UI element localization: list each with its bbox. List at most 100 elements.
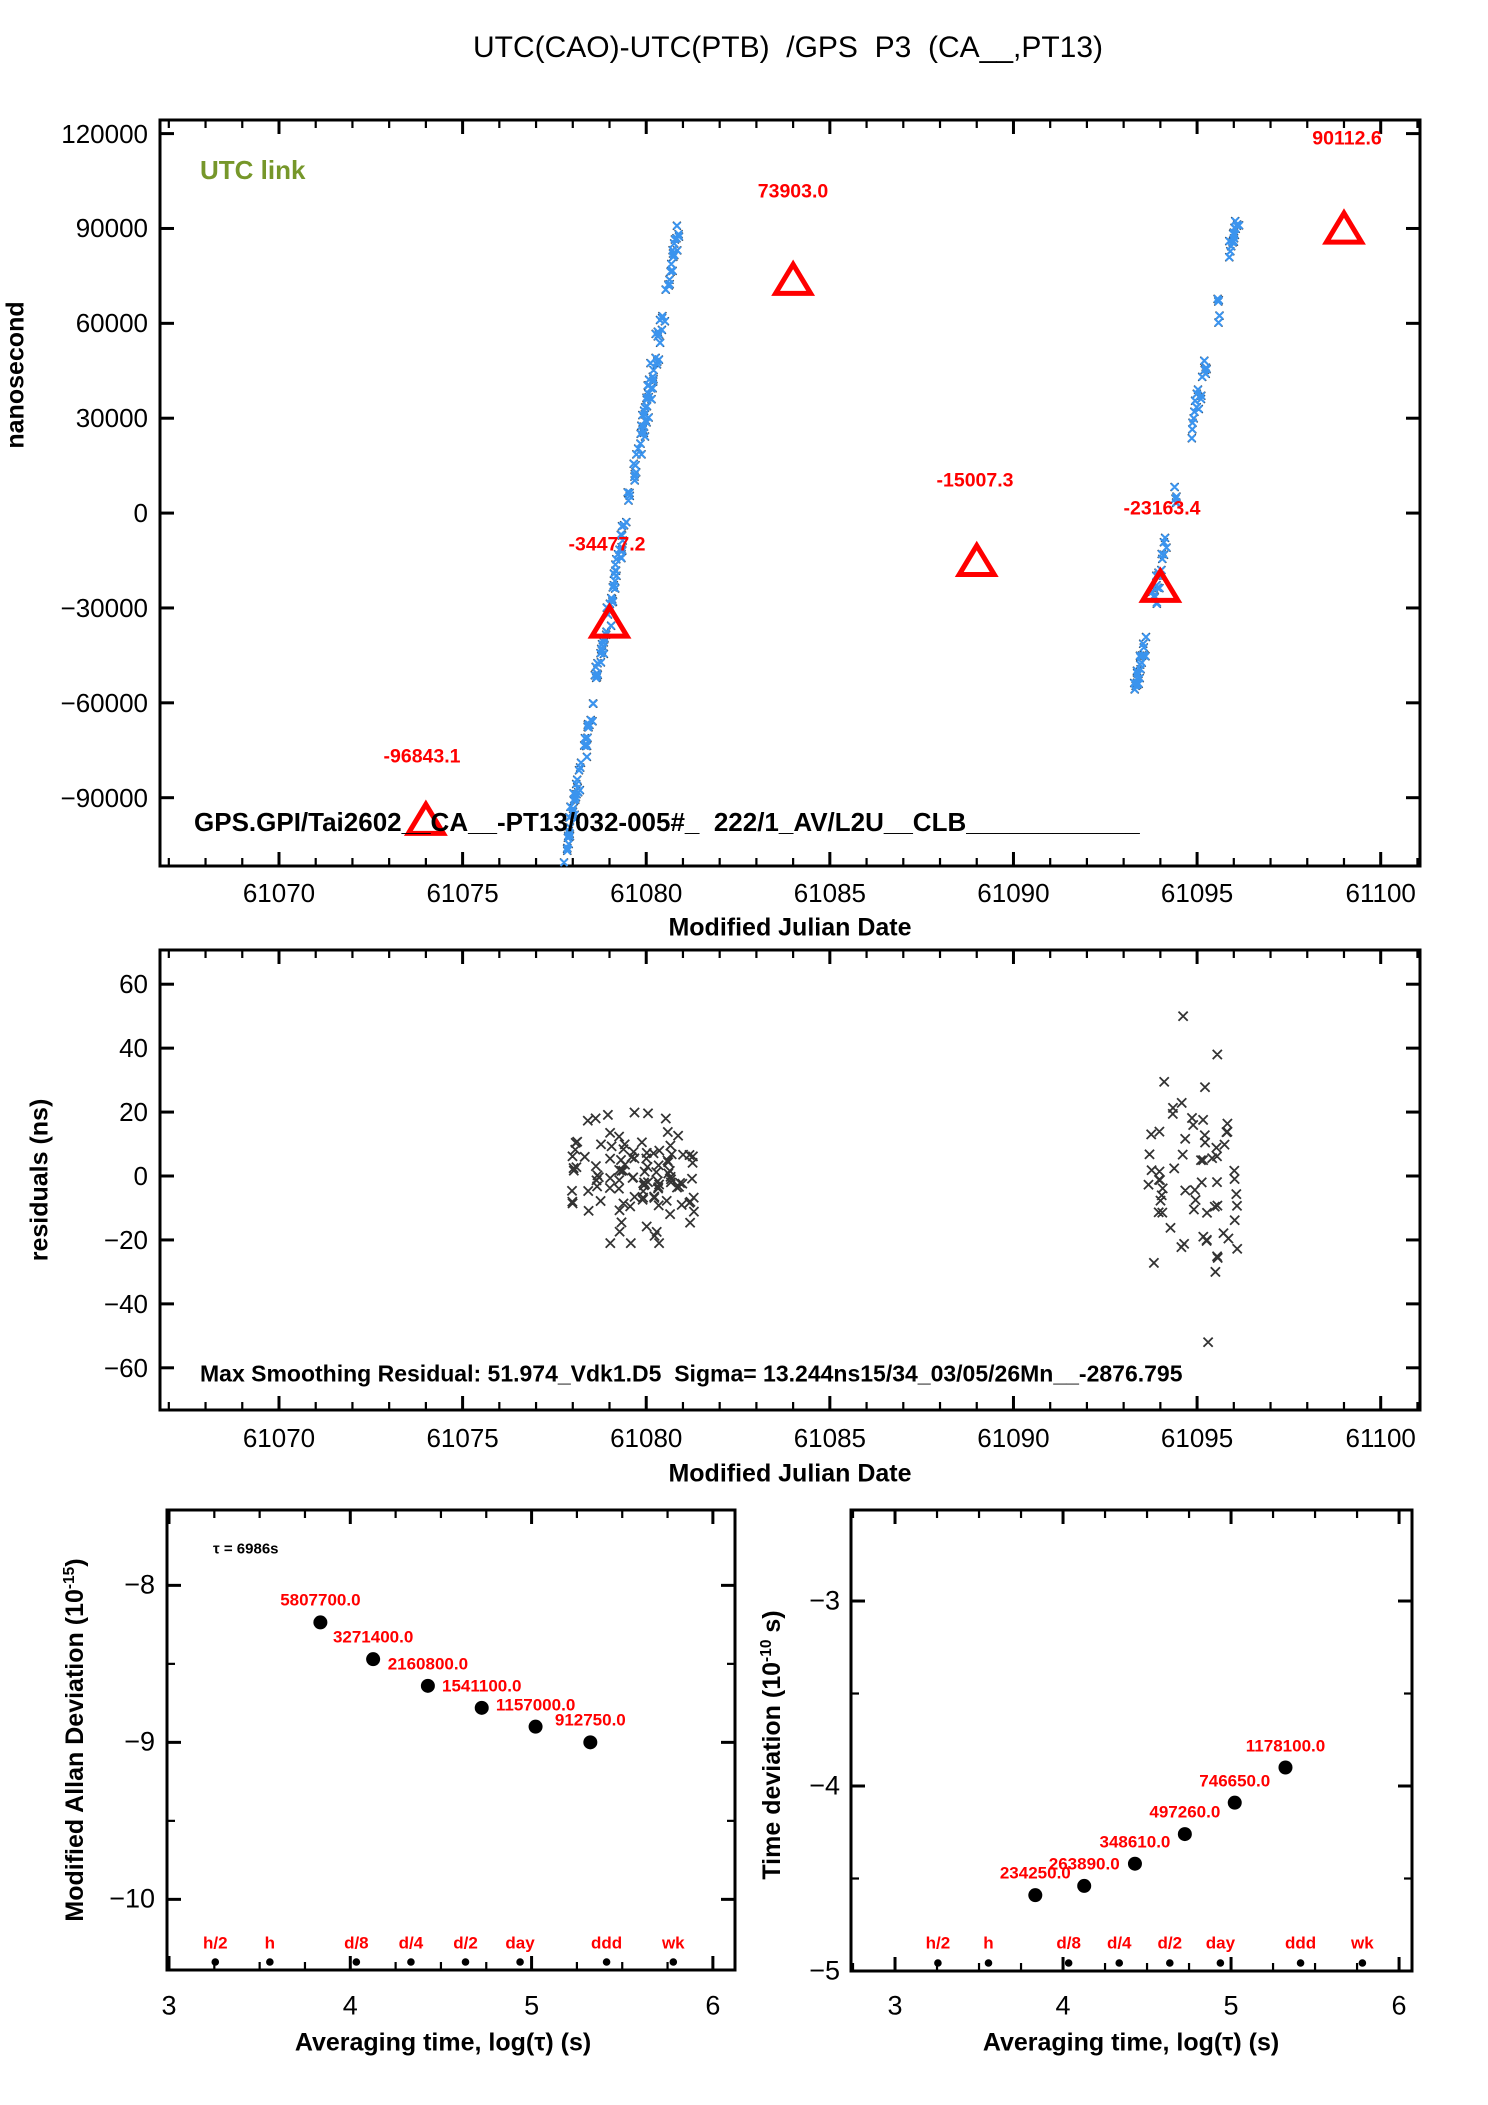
tdev-panel-dot-value-0: 234250.0 — [999, 1863, 1071, 1883]
tdev-panel-dot-value-3: 497260.0 — [1149, 1802, 1221, 1822]
utc-point-triangle-4 — [1138, 566, 1183, 603]
x-tick-label-mdev-panel: 6 — [705, 1990, 721, 2021]
mdev-label-prefix: Modified Allan Deviation (10 — [61, 1589, 90, 1922]
x-tick-label-residuals-panel: 61095 — [1160, 1423, 1234, 1453]
mdev-panel-tau-label-ddd: ddd — [591, 1933, 623, 1953]
x-tick-label-utc-difference-panel: 61080 — [610, 878, 683, 908]
mdev-panel-tau-dot-5 — [516, 1958, 524, 1966]
mdev-panel-dot-value-4: 1157000.0 — [495, 1695, 576, 1715]
mdev-label-suffix: ) — [61, 1558, 90, 1567]
mdev-panel-tau-dot-3 — [407, 1958, 415, 1966]
x-tick-label-mdev-panel: 5 — [524, 1990, 540, 2021]
x-tick-label-residuals-panel: 61075 — [426, 1423, 499, 1453]
x-tick-label-tdev-panel: 4 — [1055, 1990, 1071, 2021]
tdev-panel-tau-label-d/2: d/2 — [1157, 1933, 1183, 1953]
panel-mdev-panel-frame — [165, 1508, 737, 1972]
gps-common-view-track-1 — [559, 221, 684, 867]
y-tick-label-tdev-panel: −5 — [809, 1955, 840, 1986]
page-title: UTC(CAO)-UTC(PTB) /GPS P3 (CA__,PT13) — [472, 31, 1104, 64]
tdev-panel-dot-3 — [1177, 1827, 1192, 1842]
tdev-panel-dot-value-4: 746650.0 — [1199, 1771, 1271, 1791]
tdev-panel-tau-label-h: h — [983, 1933, 994, 1953]
utc-point-value-2: 73903.0 — [757, 180, 829, 203]
mdev-panel-dot-value-5: 912750.0 — [554, 1710, 626, 1730]
x-tick-label-mdev-panel: 3 — [161, 1990, 177, 2021]
mdev-panel-tau-dot-0 — [211, 1958, 220, 1966]
mdev-panel-dot-2 — [420, 1678, 435, 1693]
y-tick-label-mdev-panel: −9 — [124, 1726, 155, 1757]
x-tick-label-mdev-panel: 4 — [342, 1990, 358, 2021]
utc-point-triangle-3 — [954, 540, 999, 578]
tdev-label-exponent: -10 — [757, 1639, 775, 1662]
utc-point-triangle-2 — [771, 259, 816, 296]
panel-tdev-panel-frame — [849, 1508, 1414, 1973]
mdev-panel-dot-1 — [366, 1652, 381, 1667]
mdev-panel-tau-dot-1 — [266, 1958, 274, 1966]
x-tick-label-tdev-panel: 3 — [887, 1990, 903, 2021]
y-axis-title-nanosecond: nanosecond — [1, 301, 30, 449]
tdev-panel-dot-4 — [1227, 1795, 1242, 1810]
tdev-panel-dot-2 — [1127, 1856, 1142, 1871]
tdev-panel-tau-dot-5 — [1216, 1959, 1225, 1967]
x-tick-label-utc-difference-panel: 61100 — [1345, 878, 1416, 908]
x-axis-title-mjd-middle: Modified Julian Date — [668, 1459, 912, 1488]
utc-point-triangle-5 — [1322, 208, 1366, 245]
mdev-panel-dot-5 — [583, 1735, 598, 1750]
utc-point-triangle-1 — [587, 602, 632, 639]
mdev-panel-dot-value-2: 2160800.0 — [387, 1654, 469, 1674]
tdev-panel-tau-dot-1 — [984, 1959, 993, 1967]
y-tick-label-residuals-panel: −20 — [103, 1224, 148, 1255]
mdev-panel-tau-label-d/4: d/4 — [398, 1933, 424, 1953]
x-tick-label-tdev-panel: 6 — [1391, 1990, 1407, 2021]
residual-cluster-1 — [566, 1107, 700, 1249]
residual-cluster-2 — [1143, 1010, 1243, 1348]
x-tick-label-utc-difference-panel: 61085 — [793, 878, 866, 908]
tdev-panel-dot-5 — [1278, 1760, 1293, 1775]
tdev-panel-tau-label-h/2: h/2 — [925, 1933, 951, 1953]
tdev-panel-tau-label-d/8: d/8 — [1056, 1933, 1081, 1953]
y-tick-label-residuals-panel: −60 — [103, 1352, 148, 1383]
utc-point-value-1: -34477.2 — [568, 533, 646, 556]
y-tick-label-mdev-panel: −8 — [124, 1569, 155, 1600]
utc-point-value-0: -96843.1 — [383, 745, 461, 768]
y-tick-label-utc-difference-panel: 120000 — [61, 118, 148, 149]
tdev-panel-tau-dot-3 — [1115, 1959, 1124, 1967]
y-tick-label-utc-difference-panel: −30000 — [60, 592, 148, 623]
x-axis-title-avgtime-right: Averaging time, log(τ) (s) — [982, 2028, 1280, 2057]
tdev-panel-dot-1 — [1077, 1878, 1092, 1893]
smoothing-stats-line: Max Smoothing Residual: 51.974_Vdk1.D5 S… — [200, 1360, 1183, 1387]
mdev-panel-tau-label-d/8: d/8 — [344, 1933, 369, 1953]
utc-point-value-3: -15007.3 — [936, 469, 1014, 492]
y-tick-label-utc-difference-panel: 30000 — [75, 403, 148, 434]
mdev-panel-dot-value-3: 1541100.0 — [442, 1676, 522, 1696]
y-tick-label-tdev-panel: −4 — [809, 1770, 840, 1801]
utc-point-triangle-0 — [403, 799, 448, 836]
y-tick-label-residuals-panel: −40 — [103, 1288, 148, 1319]
y-tick-label-utc-difference-panel: 90000 — [75, 213, 148, 244]
tdev-label-prefix: Time deviation (10 — [758, 1661, 787, 1880]
utc-point-value-4: -23163.4 — [1123, 497, 1201, 520]
y-tick-label-utc-difference-panel: −60000 — [60, 687, 148, 718]
mdev-panel-tau-dot-2 — [352, 1958, 361, 1966]
y-tick-label-tdev-panel: −3 — [809, 1585, 840, 1616]
mdev-panel-tau-dot-4 — [461, 1958, 470, 1966]
tdev-panel-tau-dot-4 — [1166, 1959, 1174, 1967]
mdev-panel-tau-label-h/2: h/2 — [202, 1933, 228, 1953]
tdev-panel-dot-0 — [1028, 1888, 1043, 1903]
tdev-panel-tau-label-day: day — [1205, 1933, 1236, 1953]
tdev-panel-tau-label-d/4: d/4 — [1106, 1933, 1132, 1953]
y-tick-label-mdev-panel: −10 — [109, 1883, 155, 1914]
utc-link-note: UTC link — [200, 155, 306, 185]
x-tick-label-residuals-panel: 61100 — [1345, 1423, 1416, 1453]
y-axis-title-tdev: Time deviation (10-10 s) — [757, 1610, 787, 1880]
mdev-panel-tau-label-wk: wk — [661, 1933, 685, 1953]
y-tick-label-residuals-panel: 20 — [119, 1097, 148, 1128]
tdev-panel-tau-dot-2 — [1064, 1959, 1073, 1967]
mdev-panel-dot-value-1: 3271400.0 — [332, 1627, 414, 1647]
x-tick-label-tdev-panel: 5 — [1223, 1990, 1239, 2021]
x-tick-label-utc-difference-panel: 61070 — [242, 878, 316, 908]
x-axis-title-avgtime-left: Averaging time, log(τ) (s) — [294, 2028, 592, 2057]
mdev-panel-dot-3 — [474, 1700, 489, 1715]
panel-utc-difference-panel-frame — [158, 118, 1422, 868]
